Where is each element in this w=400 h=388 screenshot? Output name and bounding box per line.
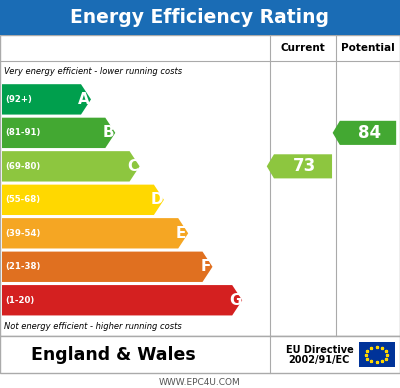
Text: 73: 73 xyxy=(293,158,317,175)
Text: G: G xyxy=(229,293,242,308)
Text: C: C xyxy=(127,159,138,174)
Text: B: B xyxy=(102,125,114,140)
Text: Potential: Potential xyxy=(341,43,395,53)
Polygon shape xyxy=(333,121,396,145)
Text: EU Directive: EU Directive xyxy=(286,345,353,355)
Bar xyxy=(0,0,400,35)
Polygon shape xyxy=(2,151,140,182)
Text: Very energy efficient - lower running costs: Very energy efficient - lower running co… xyxy=(4,68,182,76)
Polygon shape xyxy=(2,118,115,148)
Text: (81-91): (81-91) xyxy=(5,128,40,137)
Text: E: E xyxy=(176,226,186,241)
Text: A: A xyxy=(78,92,90,107)
Text: (21-38): (21-38) xyxy=(5,262,40,271)
Bar xyxy=(0,35,400,336)
Text: (1-20): (1-20) xyxy=(5,296,34,305)
Text: D: D xyxy=(150,192,163,207)
Polygon shape xyxy=(2,285,242,315)
Polygon shape xyxy=(2,84,91,114)
Polygon shape xyxy=(2,218,188,248)
Text: (92+): (92+) xyxy=(5,95,32,104)
Bar xyxy=(358,342,394,367)
Text: F: F xyxy=(200,259,211,274)
Text: 84: 84 xyxy=(358,124,382,142)
Text: (69-80): (69-80) xyxy=(5,162,40,171)
Text: 2002/91/EC: 2002/91/EC xyxy=(289,355,350,365)
Text: Current: Current xyxy=(281,43,325,53)
Polygon shape xyxy=(267,154,332,178)
Text: (39-54): (39-54) xyxy=(5,229,40,238)
Text: (55-68): (55-68) xyxy=(5,195,40,204)
Bar xyxy=(0,336,400,373)
Text: Not energy efficient - higher running costs: Not energy efficient - higher running co… xyxy=(4,322,182,331)
Polygon shape xyxy=(2,185,164,215)
Text: England & Wales: England & Wales xyxy=(31,346,196,364)
Text: WWW.EPC4U.COM: WWW.EPC4U.COM xyxy=(159,378,241,387)
Text: Energy Efficiency Rating: Energy Efficiency Rating xyxy=(70,8,330,27)
Polygon shape xyxy=(2,251,212,282)
